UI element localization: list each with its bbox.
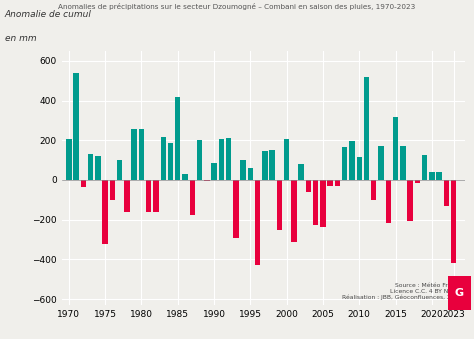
Bar [451,180,456,263]
Bar [306,180,311,192]
Text: Source : Météo France
Licence C.C. 4 BY NC SA
Réalisation : JBB, Géoconfluences,: Source : Météo France Licence C.C. 4 BY … [342,283,463,300]
Bar [182,174,188,180]
Bar [400,146,406,180]
Bar [444,180,449,206]
Text: Anomalies de précipitations sur le secteur Dzoumogné – Combani en saison des plu: Anomalies de précipitations sur le secte… [58,3,416,11]
Bar [175,97,181,180]
Bar [219,139,224,180]
Bar [429,172,435,180]
Bar [371,180,376,200]
Bar [146,180,152,212]
Bar [255,180,260,265]
Bar [73,73,79,180]
Bar [313,180,319,225]
Bar [378,146,384,180]
Bar [131,129,137,180]
Bar [88,154,93,180]
Bar [356,157,362,180]
Bar [299,164,304,180]
Text: G: G [455,288,464,298]
Bar [349,141,355,180]
Bar [415,180,420,183]
Bar [284,139,290,180]
Bar [190,180,195,215]
Bar [364,77,369,180]
Bar [204,180,210,181]
Bar [66,139,72,180]
Bar [422,155,428,180]
Bar [233,180,238,238]
Bar [153,180,159,212]
Bar [335,180,340,186]
Bar [437,172,442,180]
Bar [161,137,166,180]
Bar [277,180,282,230]
Bar [139,129,144,180]
Bar [81,180,86,187]
Bar [269,150,275,180]
Text: en mm: en mm [5,34,36,43]
Bar [102,180,108,243]
Bar [211,163,217,180]
Bar [95,156,100,180]
Bar [393,117,398,180]
Bar [197,140,202,180]
Bar [247,168,253,180]
Bar [320,180,326,227]
Bar [124,180,130,212]
Text: Anomalie de cumul: Anomalie de cumul [5,10,91,19]
Bar [291,180,297,242]
Bar [407,180,413,221]
Bar [109,180,115,200]
Bar [168,143,173,180]
Bar [240,160,246,180]
Bar [328,180,333,186]
Bar [226,138,231,180]
Bar [262,151,268,180]
Bar [385,180,391,223]
Bar [342,147,347,180]
Bar [117,160,122,180]
